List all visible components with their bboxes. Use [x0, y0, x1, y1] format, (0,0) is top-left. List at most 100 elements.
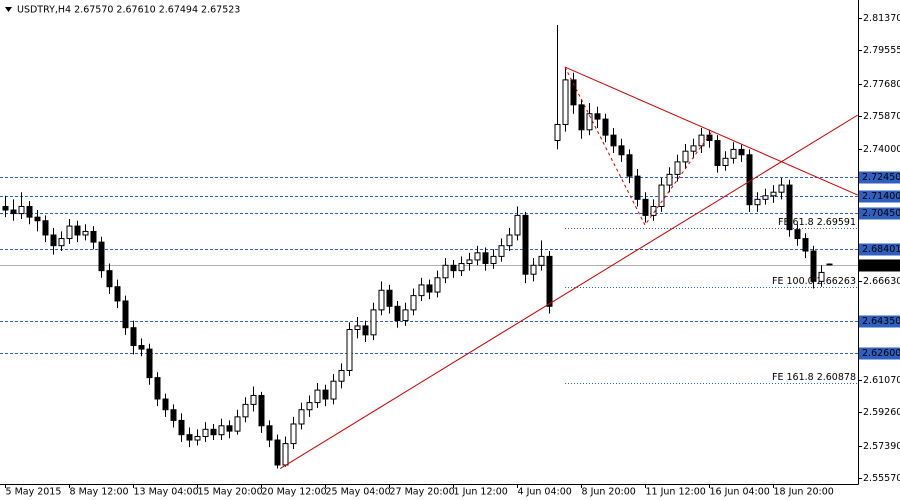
candle-body [666, 173, 673, 186]
level-label-box [859, 243, 900, 256]
level-label-box [859, 190, 900, 203]
candle-body [298, 409, 305, 425]
candle-body [530, 264, 537, 275]
level-label: 2.72450 [862, 172, 900, 183]
trend-line [564, 66, 859, 196]
candle-body [170, 409, 177, 421]
candle-body [362, 325, 369, 336]
trend-line [279, 114, 859, 469]
level-label: 2.71400 [862, 191, 900, 202]
candle-body [74, 225, 81, 236]
candle-body [338, 369, 345, 382]
candle-body [410, 295, 417, 311]
candle-body [794, 229, 801, 240]
candle-body [34, 216, 41, 222]
candle-body [122, 300, 129, 329]
y-tick-label: 2.74000 [863, 144, 900, 155]
candle-body [802, 238, 809, 252]
y-tick-label: 2.55570 [863, 473, 900, 484]
level-label: 2.64350 [862, 316, 900, 327]
candle-body [178, 419, 185, 436]
candle-body [242, 403, 249, 418]
candle-body [754, 198, 761, 206]
candle-body [498, 245, 505, 257]
candle-body [546, 255, 553, 307]
candle-body [514, 214, 521, 236]
candle-body [234, 416, 241, 432]
x-tick-label: 13 May 04:00 [134, 487, 199, 498]
candle-body [354, 325, 361, 330]
candle-body [386, 289, 393, 307]
candle-body [674, 161, 681, 175]
candle-body [314, 389, 321, 404]
candle-body [586, 113, 593, 131]
candle-body [290, 423, 297, 445]
candle-body [26, 205, 33, 218]
candle-body [538, 255, 545, 266]
x-tick-label: 16 Jun 04:00 [710, 487, 770, 498]
candle-body [578, 104, 585, 131]
level-label-box [859, 315, 900, 328]
candle-body [146, 348, 153, 379]
candle-body [266, 425, 273, 441]
level-label: 2.67523 [862, 260, 900, 271]
candle-body [186, 434, 193, 441]
candle-body [114, 286, 121, 302]
fe-label: FE 161.8 2.60878 [772, 372, 856, 383]
candle-body [58, 238, 65, 247]
x-tick-label: 8 Jun 20:00 [582, 487, 636, 498]
candle-body [474, 252, 481, 261]
candle-body [618, 145, 625, 156]
y-tick-label: 2.77680 [863, 79, 900, 90]
candle-body [402, 309, 409, 322]
candle-body [610, 134, 617, 147]
candle-body [322, 389, 329, 400]
candle-body [130, 327, 137, 347]
y-tick-label: 2.59260 [863, 407, 900, 418]
candle-body [42, 220, 49, 236]
candle-body [490, 255, 497, 265]
candle-body [482, 252, 489, 265]
candle-body [722, 157, 729, 166]
candle-body [522, 214, 529, 275]
candle-body [226, 425, 233, 432]
x-tick-label: 27 May 20:00 [390, 487, 455, 498]
level-label: 2.70450 [862, 208, 900, 219]
candle-body [650, 205, 657, 216]
x-tick-label: 18 Jun 20:00 [774, 487, 834, 498]
candle-body [554, 123, 561, 141]
x-tick-label: 15 May 20:00 [198, 487, 263, 498]
candle-body [466, 259, 473, 265]
candle-body [10, 209, 17, 215]
candle-body [770, 191, 777, 197]
x-tick-label: 25 May 04:00 [326, 487, 391, 498]
trend-line [564, 66, 714, 226]
y-tick-label: 2.61070 [863, 375, 900, 386]
candle-body [570, 79, 577, 106]
candle-body [434, 277, 441, 293]
level-label-box [859, 171, 900, 184]
x-tick-label: 1 Jun 12:00 [454, 487, 508, 498]
level-label-box [859, 347, 900, 360]
y-tick-label: 2.79555 [863, 45, 900, 56]
x-tick-label: 4 Jun 04:00 [518, 487, 572, 498]
candle-body [450, 264, 457, 272]
candle-body [778, 184, 785, 193]
candle-body [306, 402, 313, 411]
candle-body [98, 241, 105, 272]
x-tick-label: 5 May 2015 [6, 487, 62, 498]
candle-body [810, 250, 817, 282]
candle-body [210, 428, 217, 436]
candle-body [458, 263, 465, 272]
candle-body [370, 309, 377, 336]
candle-body [818, 271, 825, 282]
candle-body [562, 79, 569, 125]
y-tick-label: 2.75870 [863, 111, 900, 122]
candle-body [442, 264, 449, 279]
y-tick-label: 2.81370 [863, 13, 900, 24]
candle-body [506, 234, 513, 247]
chart-title: USDTRY,H4 2.67570 2.67610 2.67494 2.6752… [17, 5, 240, 16]
candle-body [2, 205, 9, 211]
